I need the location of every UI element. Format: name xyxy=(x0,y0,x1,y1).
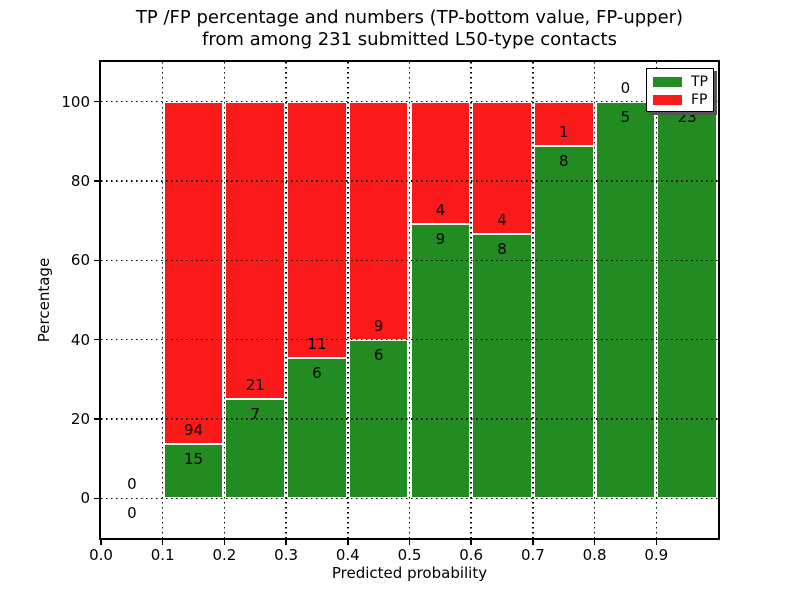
tp-count-label: 7 xyxy=(250,405,261,424)
tp-legend-swatch xyxy=(653,76,682,87)
legend-entry-fp: FP xyxy=(653,91,708,108)
y-tick xyxy=(94,338,101,341)
fp-bar-segment xyxy=(287,101,347,359)
y-tick xyxy=(94,100,101,103)
tp-legend-label: TP xyxy=(691,73,708,90)
y-tick-label: 20 xyxy=(70,410,90,428)
fp-bar-segment xyxy=(410,101,471,224)
y-tick xyxy=(94,418,101,420)
fp-bar-segment xyxy=(533,101,594,146)
x-tick-label: 0.3 xyxy=(274,546,299,564)
fp-bar-segment xyxy=(348,101,409,340)
x-tick xyxy=(223,538,226,545)
y-axis-label: Percentage xyxy=(35,257,53,343)
fp-bar-segment xyxy=(225,101,286,400)
tp-count-label: 8 xyxy=(558,151,569,170)
tp-count-label: 8 xyxy=(497,239,507,258)
tp-count-label: 6 xyxy=(312,364,322,383)
y-tick xyxy=(94,259,101,262)
x-tick xyxy=(593,538,596,545)
x-tick xyxy=(408,538,411,545)
x-tick-label: 0.5 xyxy=(397,546,422,564)
y-tick-label: 40 xyxy=(70,330,90,349)
x-gridline xyxy=(532,62,534,538)
x-tick-label: 0.2 xyxy=(212,546,237,564)
fp-legend-label: FP xyxy=(691,91,708,108)
fp-count-label: 4 xyxy=(435,200,446,219)
tp-count-label: 5 xyxy=(620,107,631,126)
fp-count-label: 11 xyxy=(307,335,327,354)
y-tick-label: 100 xyxy=(61,92,90,111)
chart-title-line1: TP /FP percentage and numbers (TP-bottom… xyxy=(135,7,684,28)
x-tick-label: 0.4 xyxy=(335,546,360,564)
x-tick xyxy=(532,538,534,545)
tp-bar-segment xyxy=(410,223,471,499)
fp-count-label: 4 xyxy=(497,210,507,229)
x-gridline xyxy=(285,62,287,538)
x-tick-label: 0.9 xyxy=(644,546,669,564)
fp-count-label: 9 xyxy=(373,316,384,335)
chart-title: TP /FP percentage and numbers (TP-bottom… xyxy=(101,7,718,51)
tp-count-label: 0 xyxy=(127,504,137,523)
fp-bar-segment xyxy=(163,101,224,444)
y-tick xyxy=(94,180,101,182)
x-tick-label: 0.7 xyxy=(520,546,545,564)
x-gridline xyxy=(655,62,658,538)
fp-bar-segment xyxy=(472,101,532,234)
x-tick xyxy=(347,538,349,545)
x-gridline xyxy=(223,62,226,538)
x-tick xyxy=(161,538,164,545)
x-tick xyxy=(655,538,658,545)
fp-count-label: 1 xyxy=(558,122,569,141)
x-tick-label: 0.8 xyxy=(582,546,607,564)
x-gridline xyxy=(470,62,472,538)
tp-bar-segment xyxy=(533,145,594,499)
tp-bar-segment xyxy=(657,101,717,499)
fp-count-label: 0 xyxy=(127,475,137,494)
y-tick-label: 0 xyxy=(80,489,90,508)
fp-count-label: 0 xyxy=(620,78,631,97)
legend-entry-tp: TP xyxy=(653,73,708,90)
x-gridline xyxy=(347,62,349,538)
tp-bar-segment xyxy=(472,233,532,499)
chart-title-line2: from among 231 submitted L50-type contac… xyxy=(201,29,617,50)
tp-bar-segment xyxy=(163,443,224,499)
fp-legend-swatch xyxy=(653,94,682,105)
y-tick-label: 80 xyxy=(70,172,90,190)
plot-area: 0094152171169649481805023 xyxy=(101,62,718,538)
y-tick xyxy=(94,497,101,500)
x-gridline xyxy=(408,62,411,538)
x-axis-label: Predicted probability xyxy=(331,564,488,582)
tp-count-label: 9 xyxy=(435,229,446,248)
x-tick xyxy=(100,538,102,545)
fp-count-label: 94 xyxy=(184,420,204,439)
x-tick-label: 0.1 xyxy=(150,546,175,564)
tp-count-label: 23 xyxy=(677,107,697,126)
x-tick-label: 0.6 xyxy=(459,546,484,564)
legend: TP FP xyxy=(646,68,714,112)
x-gridline xyxy=(161,62,164,538)
fp-count-label: 21 xyxy=(245,376,265,395)
tp-bar-segment xyxy=(225,399,286,499)
x-tick xyxy=(285,538,287,545)
x-gridline xyxy=(593,62,596,538)
tp-count-label: 6 xyxy=(373,345,384,364)
tp-bar-segment xyxy=(595,101,656,499)
x-tick-label: 0.0 xyxy=(89,546,113,564)
tp-count-label: 15 xyxy=(184,449,204,468)
y-tick-label: 60 xyxy=(70,251,90,270)
x-tick xyxy=(470,538,472,545)
